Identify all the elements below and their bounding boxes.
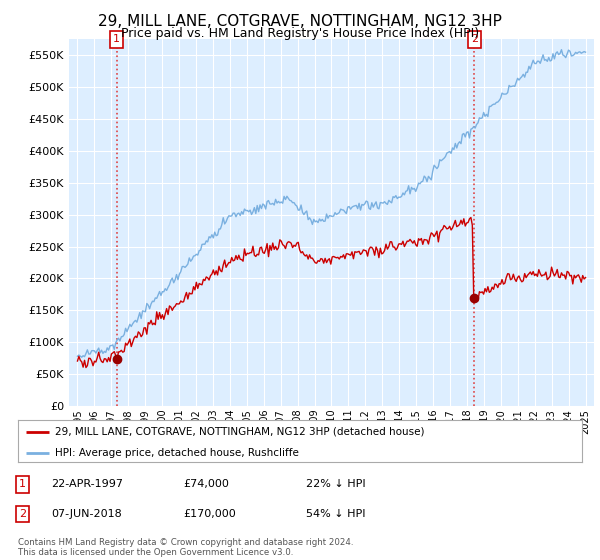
Text: Contains HM Land Registry data © Crown copyright and database right 2024.
This d: Contains HM Land Registry data © Crown c… [18, 538, 353, 557]
Text: 2: 2 [19, 509, 26, 519]
Text: Price paid vs. HM Land Registry's House Price Index (HPI): Price paid vs. HM Land Registry's House … [121, 27, 479, 40]
Text: 1: 1 [19, 479, 26, 489]
Text: 07-JUN-2018: 07-JUN-2018 [51, 509, 122, 519]
Text: 22-APR-1997: 22-APR-1997 [51, 479, 123, 489]
Text: 29, MILL LANE, COTGRAVE, NOTTINGHAM, NG12 3HP: 29, MILL LANE, COTGRAVE, NOTTINGHAM, NG1… [98, 14, 502, 29]
Text: 1: 1 [113, 34, 120, 44]
Text: £170,000: £170,000 [183, 509, 236, 519]
Text: 22% ↓ HPI: 22% ↓ HPI [306, 479, 365, 489]
Text: HPI: Average price, detached house, Rushcliffe: HPI: Average price, detached house, Rush… [55, 448, 299, 458]
Text: 54% ↓ HPI: 54% ↓ HPI [306, 509, 365, 519]
Text: 29, MILL LANE, COTGRAVE, NOTTINGHAM, NG12 3HP (detached house): 29, MILL LANE, COTGRAVE, NOTTINGHAM, NG1… [55, 427, 424, 437]
Text: £74,000: £74,000 [183, 479, 229, 489]
Text: 2: 2 [471, 34, 478, 44]
